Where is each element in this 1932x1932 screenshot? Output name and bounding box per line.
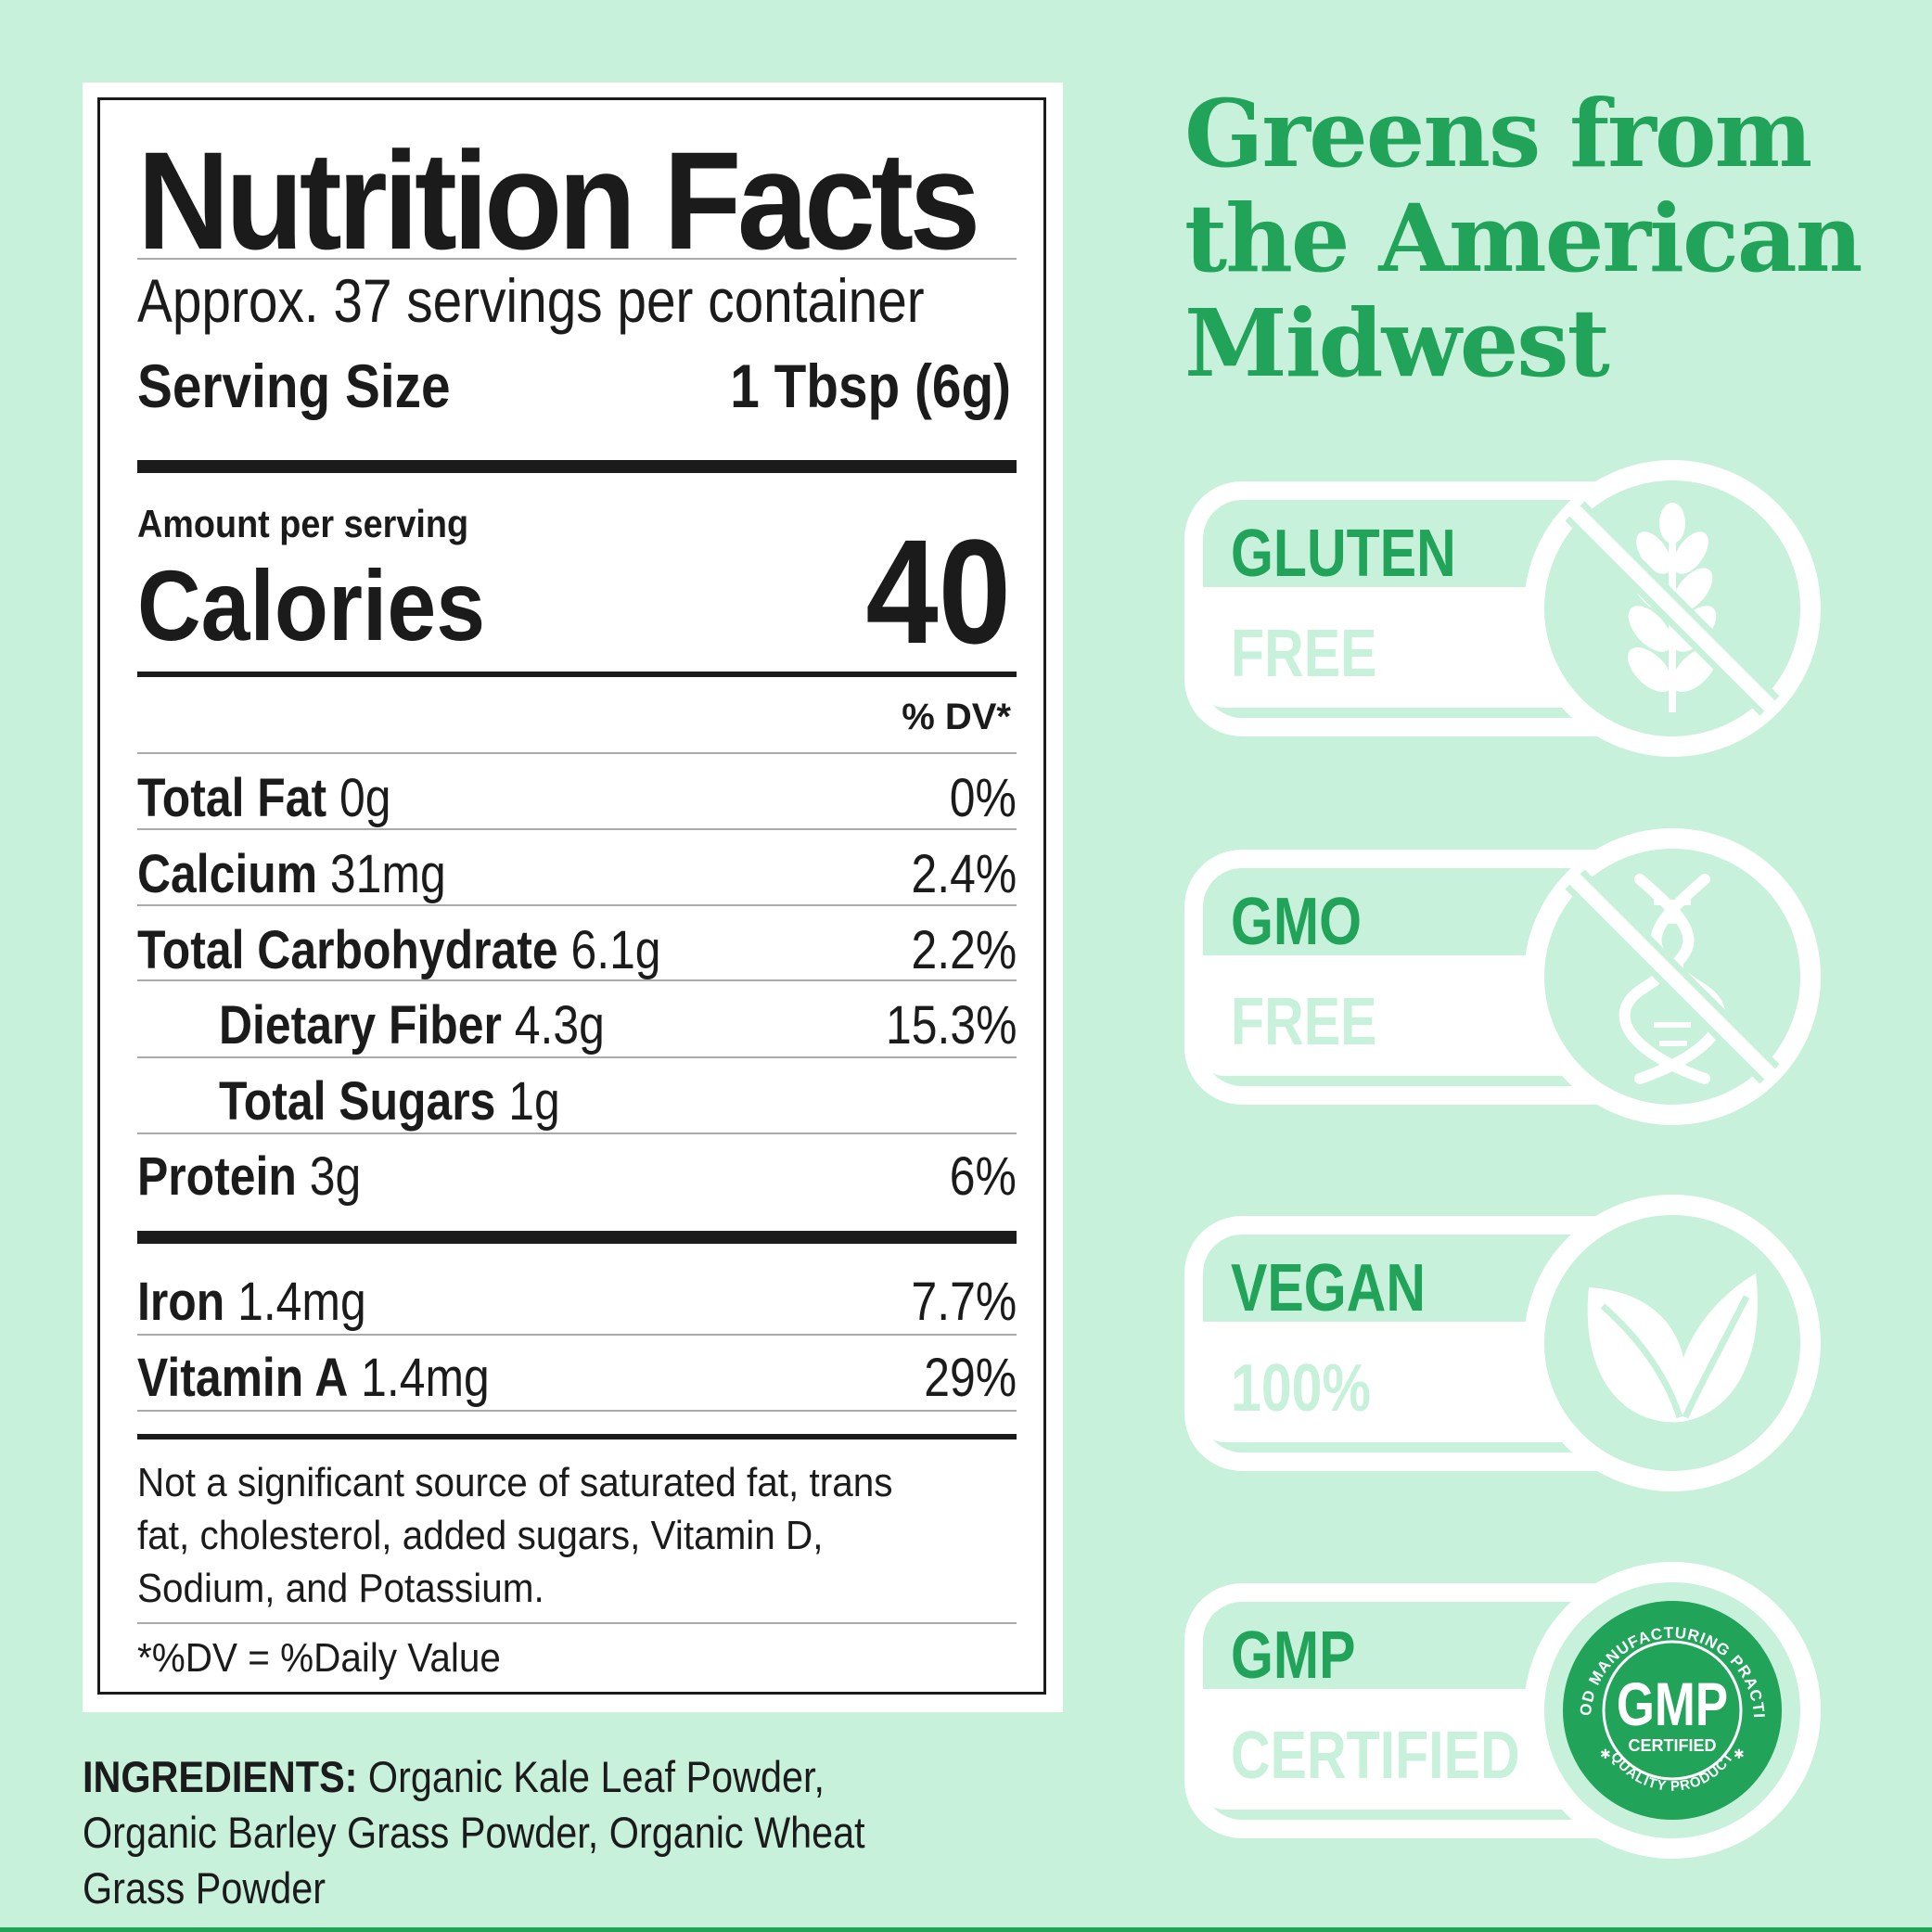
divider [137, 1132, 1017, 1134]
gmo-free-badge: GMO FREE [1184, 828, 1852, 1125]
divider [137, 1334, 1017, 1336]
divider [137, 752, 1017, 754]
divider [137, 1056, 1017, 1058]
thick-divider [137, 1231, 1017, 1244]
gmp-seal-icon: GOOD MANUFACTURING PRACTICE QUALITY PROD… [1524, 1562, 1782, 1820]
nutrient-row: Total Sugars 1g [137, 1065, 1017, 1139]
ingredients-text: Organic Kale Leaf Powder, Organic Barley… [83, 1752, 865, 1913]
dv-footnote: *%DV = %Daily Value [137, 1635, 501, 1681]
badge-top-word: VEGAN [1231, 1251, 1426, 1325]
amount-per-serving: Amount per serving [137, 502, 469, 545]
nutrient-name: Total Carbohydrate [137, 920, 558, 980]
nutrient-dv: 2.2% [911, 920, 1017, 980]
nutrient-amount: 0g [339, 768, 391, 828]
nutrient-dv: 7.7% [911, 1272, 1017, 1332]
nutrient-amount: 31mg [329, 844, 446, 904]
seal-center: GMP [1617, 1670, 1728, 1738]
nutrient-row: Protein 3g 6% [137, 1140, 1017, 1214]
label-footer-note: Not a significant source of saturated fa… [137, 1460, 893, 1611]
nutrient-row: Total Carbohydrate 6.1g 2.2% [137, 914, 1017, 988]
divider [137, 828, 1017, 830]
nutrient-amount: 1.4mg [361, 1348, 490, 1408]
nutrient-row: Iron 1.4mg 7.7% [137, 1265, 1017, 1339]
nutrient-dv: 6% [949, 1146, 1017, 1207]
calories-label: Calories [137, 549, 486, 661]
divider [137, 979, 1017, 981]
ingredients: INGREDIENTS: Organic Kale Leaf Powder, O… [83, 1749, 964, 1916]
nutrient-amount: 6.1g [570, 920, 661, 980]
divider [137, 258, 1017, 260]
nutrient-amount: 3g [309, 1146, 362, 1207]
dna-crossed-icon [1565, 869, 1780, 1084]
nutrient-amount: 1.4mg [237, 1272, 366, 1332]
badge-bottom-word: CERTIFIED [1231, 1719, 1520, 1793]
seal-star-icon: ✱ [1734, 1747, 1745, 1762]
nutrient-name: Protein [137, 1146, 297, 1207]
leaves-icon [1587, 1273, 1758, 1423]
ingredients-label: INGREDIENTS: [83, 1752, 358, 1801]
medium-divider [137, 1434, 1017, 1439]
nutrient-amount: 4.3g [514, 995, 605, 1056]
divider [137, 1622, 1017, 1624]
thick-divider [137, 460, 1017, 473]
calories-value: 40 [865, 508, 1011, 674]
seal-star-icon: ✱ [1600, 1747, 1611, 1762]
serving-size-value: 1 Tbsp (6g) [730, 352, 1011, 420]
nutrient-dv: 0% [949, 768, 1017, 828]
nutrient-dv: 2.4% [911, 844, 1017, 904]
nutrient-name: Iron [137, 1272, 225, 1332]
divider [137, 1410, 1017, 1412]
badge-top-word: GLUTEN [1231, 517, 1456, 591]
nutrition-label-background [83, 83, 1063, 1712]
nutrient-name: Total Sugars [219, 1071, 496, 1132]
nutrient-row: Calcium 31mg 2.4% [137, 838, 1017, 912]
nutrient-name: Vitamin A [137, 1348, 349, 1408]
nutrient-dv: 15.3% [885, 995, 1017, 1056]
wheat-crossed-icon [1565, 501, 1780, 716]
medium-divider [137, 672, 1017, 677]
gluten-free-badge: GLUTEN FREE [1184, 460, 1852, 757]
dv-header: % DV* [902, 697, 1011, 737]
badge-top-word: GMP [1231, 1619, 1356, 1693]
bottom-accent-line [0, 1927, 1932, 1932]
nutrition-facts-label: Nutrition Facts Approx. 37 servings per … [97, 97, 1046, 1695]
badge-top-word: GMO [1231, 885, 1363, 959]
nutrient-row: Dietary Fiber 4.3g 15.3% [137, 989, 1017, 1063]
serving-size-label: Serving Size [137, 352, 451, 420]
nutrient-name: Total Fat [137, 768, 327, 828]
vegan-badge: VEGAN 100% [1184, 1195, 1852, 1491]
nutrient-name: Dietary Fiber [219, 995, 502, 1056]
badge-bottom-word: FREE [1231, 985, 1377, 1059]
badge-bottom-word: 100% [1231, 1351, 1372, 1426]
seal-sub: CERTIFIED [1628, 1736, 1716, 1755]
gmp-certified-badge: GMP CERTIFIED GOOD MANUFACTURING PRACTIC… [1184, 1562, 1852, 1859]
nutrient-name: Calcium [137, 844, 318, 904]
headline-line: the American [1184, 184, 1862, 293]
headline-line: Midwest [1184, 288, 1610, 398]
headline: Greens from the American Midwest [1184, 79, 1862, 398]
nutrient-row: Total Fat 0g 0% [137, 761, 1017, 836]
servings-per-container: Approx. 37 servings per container [137, 266, 925, 335]
nutrient-dv: 29% [924, 1348, 1017, 1408]
headline-line: Greens from [1184, 79, 1812, 188]
badge-bottom-word: FREE [1231, 617, 1377, 691]
nutrition-title: Nutrition Facts [137, 122, 980, 278]
nutrient-amount: 1g [508, 1071, 560, 1132]
divider [137, 904, 1017, 906]
nutrient-row: Vitamin A 1.4mg 29% [137, 1341, 1017, 1415]
